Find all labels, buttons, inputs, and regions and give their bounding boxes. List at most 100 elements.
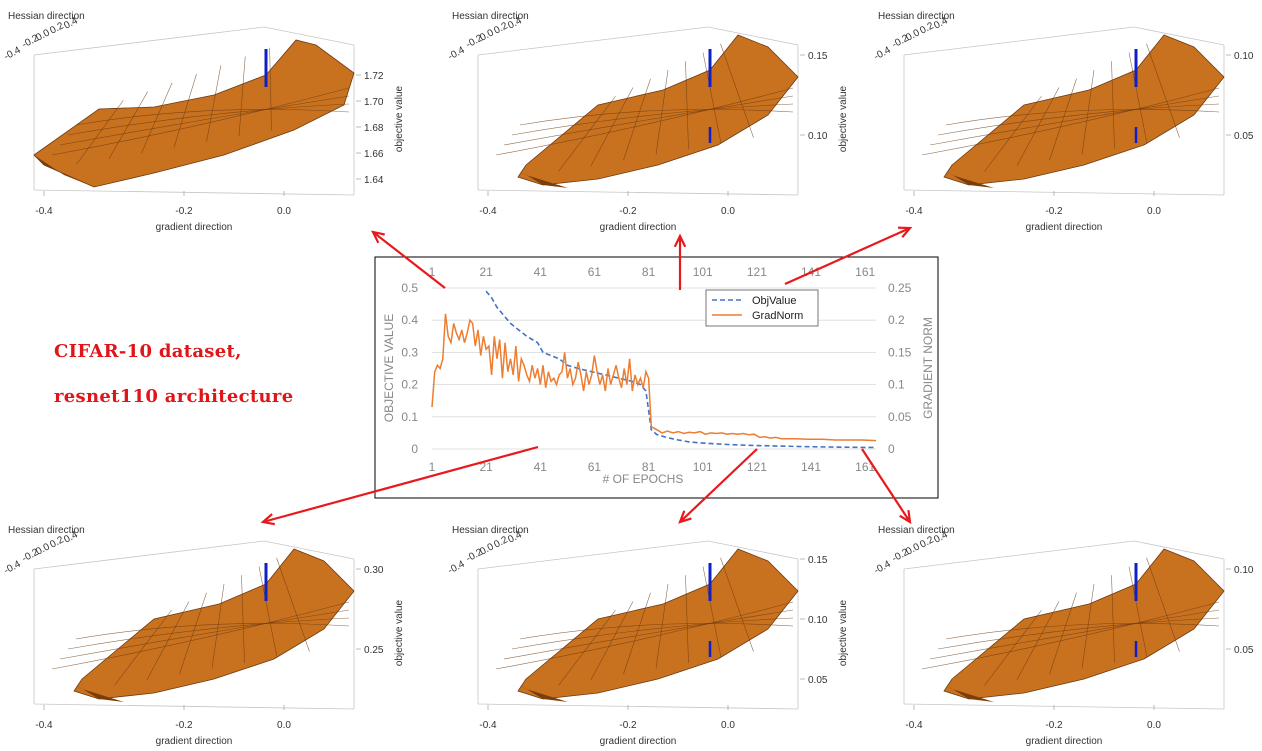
surface-mesh-line	[984, 96, 1042, 172]
surface-mesh-line	[921, 601, 1220, 670]
surface-mesh-line	[1081, 69, 1095, 155]
surface-mesh-line	[720, 43, 754, 138]
hessian-tick-label: -0.4	[446, 559, 467, 577]
gradient-tick-label: -0.4	[905, 206, 923, 217]
plot-box-edge	[1133, 540, 1225, 560]
surface-plot-6: Hessian direction-0.4-0.20.00.20.4-0.4 -0…	[872, 525, 1254, 747]
surface-mesh-line	[519, 623, 794, 640]
surface-mesh-line	[921, 87, 1220, 156]
plot-box-edge	[263, 26, 355, 46]
objective-tick-label: 0.10	[808, 131, 828, 142]
gradient-axis-label: gradient direction	[600, 222, 677, 233]
gradient-tick-label: -0.4	[35, 206, 53, 217]
surface-mesh-line	[590, 87, 634, 166]
y-tick-label: 0	[411, 442, 418, 456]
gradient-tick-label: 0.0	[1147, 720, 1161, 731]
surface-mesh-line	[206, 65, 222, 142]
plot-box-edge	[707, 26, 799, 46]
y2-tick-label: 0	[888, 442, 895, 456]
surface-mesh-line	[1128, 566, 1148, 658]
surface-mesh-line	[685, 575, 689, 663]
hessian-axis-label: Hessian direction	[452, 11, 529, 22]
x-tick-label: 21	[479, 460, 493, 474]
objective-tick-label: 0.05	[1234, 645, 1254, 656]
hessian-tick-label: -0.4	[446, 45, 467, 63]
objective-axis-label: objective value	[394, 85, 405, 152]
surface-plot-2: Hessian direction-0.4-0.20.00.20.4-0.4 -0…	[446, 11, 849, 233]
plot-box-edge	[903, 540, 1135, 570]
surface-mesh-line	[173, 73, 197, 148]
x-tick-label: 161	[855, 460, 875, 474]
plot-box-edge	[477, 189, 799, 196]
x-tick-label: 81	[642, 460, 656, 474]
x-tick-label: 101	[693, 460, 713, 474]
surface-mesh-line	[702, 566, 722, 658]
objective-axis-label: objective value	[838, 599, 849, 666]
surface-mesh-line	[258, 566, 278, 658]
gradient-tick-label: 0.0	[277, 206, 291, 217]
objective-tick-label: 0.10	[808, 615, 828, 626]
surface-mesh-line	[1049, 592, 1077, 675]
surface-mesh-line	[937, 617, 1220, 650]
objective-axis-label: objective value	[394, 599, 405, 666]
plot-box-edge	[903, 26, 1135, 56]
surface-mesh-line	[114, 610, 172, 686]
hessian-axis-label: Hessian direction	[878, 11, 955, 22]
surface-mesh-line	[59, 95, 350, 146]
y-tick-label: 0.4	[401, 313, 418, 327]
plot-box-edge	[33, 189, 355, 196]
gradient-tick-label: 0.0	[277, 720, 291, 731]
x-tick-label: 121	[747, 460, 767, 474]
surface-mesh-line	[685, 61, 689, 149]
surface-plot-5: Hessian direction-0.4-0.20.00.20.4-0.4 -0…	[446, 525, 849, 747]
hessian-axis-label: Hessian direction	[8, 11, 85, 22]
plot-box-edge	[33, 540, 265, 570]
pointer-arrowhead	[673, 233, 687, 248]
x-tick-label: 41	[534, 460, 548, 474]
plot-box-edge	[903, 703, 1225, 710]
objective-tick-label: 1.66	[364, 149, 384, 160]
pointer-arrowhead	[260, 513, 276, 526]
surface-mesh-line	[495, 87, 794, 156]
y2-tick-label: 0.25	[888, 281, 912, 295]
hessian-tick-label: -0.4	[2, 45, 23, 63]
gradient-tick-label: -0.2	[1045, 720, 1063, 731]
surface-mesh-line	[945, 623, 1220, 640]
surface-mesh-line	[623, 78, 651, 161]
gradient-axis-label: gradient direction	[600, 736, 677, 747]
gradient-tick-label: -0.2	[619, 720, 637, 731]
hessian-tick-label: -0.4	[2, 559, 23, 577]
surface-mesh-line	[59, 609, 350, 660]
objective-tick-label: 1.70	[364, 97, 384, 108]
surface-mesh-line	[75, 623, 350, 640]
surface-mesh-line	[1111, 61, 1115, 149]
surface-mesh-line	[1146, 43, 1180, 138]
gradient-tick-label: 0.0	[721, 206, 735, 217]
surface-mesh-line	[558, 610, 616, 686]
y-tick-label: 0.3	[401, 345, 418, 359]
y-tick-label: 0.1	[401, 410, 418, 424]
objective-tick-label: 1.64	[364, 175, 384, 186]
surface-mesh-line	[238, 56, 246, 137]
pointer-arrowhead	[678, 510, 692, 524]
plot-box-edge	[707, 540, 799, 560]
surface-mesh-line	[269, 47, 272, 131]
objective-tick-label: 0.30	[364, 565, 384, 576]
surface-mesh-line	[519, 109, 794, 126]
plot-box-edge	[903, 189, 1225, 196]
loss-surface-edge	[74, 684, 124, 702]
caption-architecture: resnet110 architecture	[54, 386, 294, 407]
x-tick-label: 1	[429, 460, 436, 474]
pointer-arrowhead	[899, 509, 912, 525]
surface-mesh-line	[937, 103, 1220, 136]
surface-mesh-line	[1049, 78, 1077, 161]
pointer-arrow	[784, 226, 911, 286]
plot-box-edge	[477, 540, 709, 570]
x-top-tick-label: 121	[747, 265, 767, 279]
plot-box-edge	[33, 26, 265, 56]
x-top-tick-label: 41	[534, 265, 548, 279]
hessian-axis-label: Hessian direction	[8, 525, 85, 536]
gradient-axis-label: gradient direction	[1026, 736, 1103, 747]
y2-tick-label: 0.1	[888, 378, 905, 392]
